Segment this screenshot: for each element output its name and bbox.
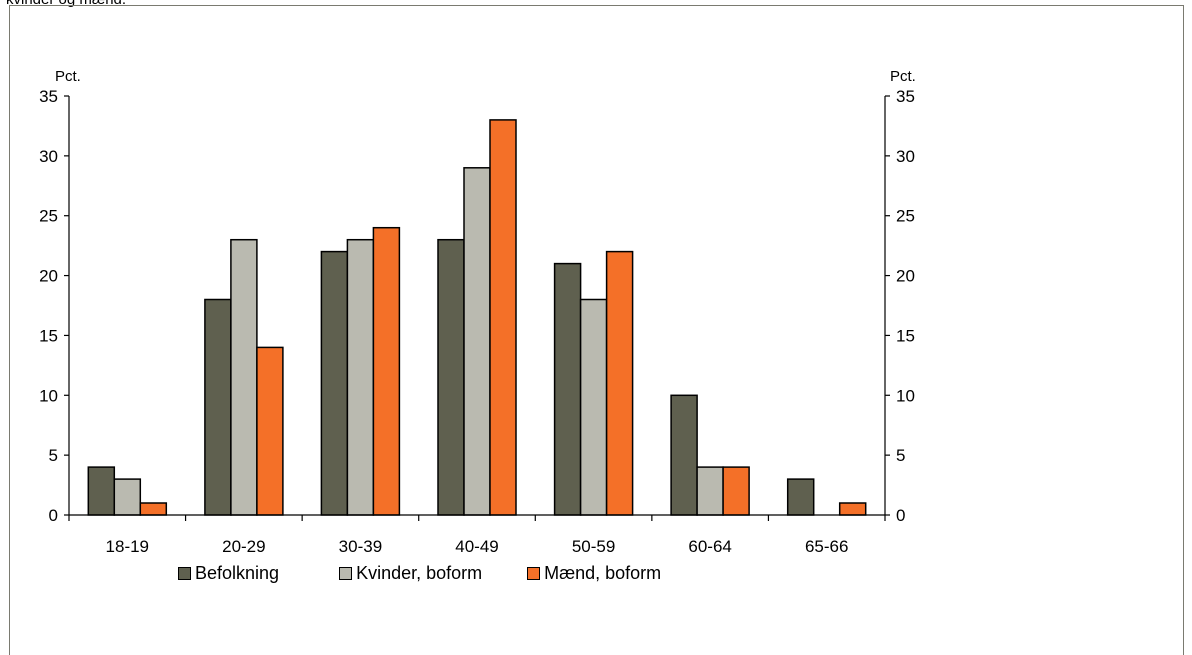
legend-label-kvinder: Kvinder, boform [356,563,483,583]
bar-befolkning-40-49 [437,238,465,516]
legend-label-maend: Mænd, boform [544,563,662,583]
bar-m-nd-boform-50-59 [605,250,634,516]
chart-legend: Befolkning Kvinder, boform Mænd, boform [178,563,721,584]
legend-item-befolkning: Befolkning [178,563,279,584]
bar-befolkning-65-66 [786,478,815,516]
y-tick-label-right-25: 25 [896,207,915,226]
x-tick-label-60-64: 60-64 [688,537,731,556]
x-tick-label-65-66: 65-66 [805,537,848,556]
bar-m-nd-boform-30-39 [372,226,401,516]
bar-m-nd-boform-20-29 [256,346,284,516]
legend-swatch-maend [527,567,541,580]
y-tick-label-right-20: 20 [896,267,915,286]
bar-kvinder-boform-50-59 [579,298,608,516]
bar-m-nd-boform-65-66 [838,502,867,516]
legend-swatch-kvinder [339,567,353,580]
bar-kvinder-boform-20-29 [230,238,258,516]
bar-m-nd-boform-40-49 [489,119,517,516]
bar-kvinder-boform-40-49 [463,167,491,516]
bar-befolkning-50-59 [553,262,582,516]
bar-befolkning-20-29 [204,298,232,516]
y-tick-label-left-30: 30 [39,147,58,166]
bar-kvinder-boform-18-19 [113,478,142,516]
y-tick-label-left-0: 0 [49,506,58,525]
legend-item-kvinder: Kvinder, boform [339,563,482,584]
x-tick-label-20-29: 20-29 [222,537,265,556]
y-tick-label-left-10: 10 [39,386,58,405]
chart-caption: kvinder og mænd. [6,0,126,8]
legend-swatch-befolkning [178,567,191,580]
y-tick-label-right-35: 35 [896,87,915,106]
y-tick-label-right-30: 30 [896,147,915,166]
x-tick-label-50-59: 50-59 [572,537,615,556]
y-tick-label-right-5: 5 [896,446,905,465]
bar-befolkning-60-64 [670,394,698,516]
right-unit-label: Pct. [890,68,916,85]
y-tick-label-left-15: 15 [39,326,58,345]
chart-frame [9,5,1184,655]
bar-m-nd-boform-18-19 [139,502,168,516]
x-tick-label-30-39: 30-39 [339,537,382,556]
x-tick-label-18-19: 18-19 [106,537,149,556]
x-tick-label-40-49: 40-49 [455,537,498,556]
y-tick-label-right-10: 10 [896,386,915,405]
left-unit-label: Pct. [55,68,81,85]
bar-m-nd-boform-60-64 [722,466,750,516]
y-tick-label-left-25: 25 [39,207,58,226]
y-tick-label-right-0: 0 [896,506,905,525]
y-tick-label-left-35: 35 [39,87,58,106]
legend-item-maend: Mænd, boform [527,563,661,584]
y-tick-label-left-20: 20 [39,267,58,286]
bar-kvinder-boform-30-39 [346,238,375,516]
y-tick-label-left-5: 5 [49,446,58,465]
y-tick-label-right-15: 15 [896,326,915,345]
bar-befolkning-30-39 [320,250,349,516]
bar-befolkning-18-19 [87,466,116,516]
legend-label-befolkning: Befolkning [195,563,280,583]
bar-kvinder-boform-60-64 [696,466,724,516]
